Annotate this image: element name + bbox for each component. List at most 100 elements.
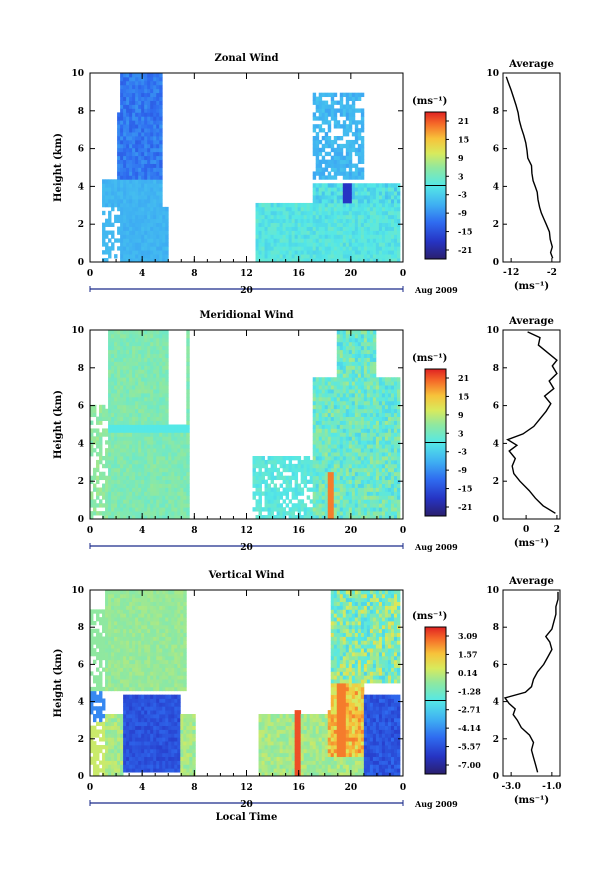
heatmap-cell — [348, 467, 353, 473]
heatmap-cell — [153, 88, 157, 94]
heatmap-cell — [120, 76, 124, 82]
heatmap-cell — [375, 254, 380, 259]
heatmap-cell — [387, 187, 392, 192]
heatmap-cell — [345, 214, 350, 220]
heatmap-cell — [135, 128, 139, 133]
heatmap-cell — [393, 448, 398, 453]
heatmap-cell — [321, 191, 326, 196]
heatmap-cell — [357, 330, 362, 335]
x-tick-label: 4 — [139, 269, 145, 279]
heatmap-cell — [114, 333, 118, 339]
heatmap-cell — [330, 503, 335, 508]
heatmap-cell — [345, 475, 350, 481]
heatmap-cell — [351, 365, 356, 370]
heatmap-cell — [396, 428, 401, 433]
heatmap-cell — [123, 424, 127, 429]
heatmap-cell — [162, 373, 166, 378]
heatmap-cell — [288, 475, 293, 481]
heatmap-cell — [354, 487, 359, 492]
heatmap-cell — [132, 206, 136, 212]
heatmap-cell — [327, 187, 332, 192]
heatmap-cell — [138, 132, 142, 137]
heatmap-cell — [162, 503, 166, 508]
heatmap-cell — [324, 175, 329, 180]
heatmap-cell — [318, 424, 323, 429]
heatmap-cell — [384, 467, 389, 473]
heatmap-cell — [324, 463, 329, 469]
heatmap-cell — [363, 463, 368, 469]
heatmap-cell — [96, 432, 100, 437]
heatmap-cell — [279, 242, 284, 247]
heatmap-cell — [135, 353, 139, 358]
heatmap-cell — [255, 456, 259, 461]
heatmap-cell — [135, 361, 139, 366]
heatmap-cell — [393, 444, 398, 449]
heatmap-cell — [333, 258, 338, 263]
heatmap-cell — [354, 151, 359, 157]
heatmap-cell — [186, 330, 190, 335]
heatmap-cell — [330, 246, 335, 251]
heatmap-cell — [150, 143, 154, 149]
heatmap-cell — [348, 250, 353, 255]
heatmap-cell — [354, 440, 359, 445]
heatmap-cell — [273, 487, 277, 492]
heatmap-cell — [348, 353, 353, 358]
heatmap-cell — [357, 385, 362, 390]
heatmap-cell — [123, 361, 127, 366]
heatmap-cell — [300, 507, 305, 512]
heatmap-cell — [354, 436, 359, 441]
heatmap-cell — [345, 365, 350, 370]
heatmap-cell — [339, 191, 344, 196]
heatmap-cell — [117, 381, 121, 386]
heatmap-cell — [123, 393, 127, 398]
heatmap-cell — [336, 333, 341, 339]
heatmap-cell — [129, 341, 133, 347]
heatmap-cell — [363, 206, 368, 212]
heatmap-cell — [126, 424, 130, 429]
heatmap-cell — [99, 444, 103, 449]
heatmap-cell — [117, 436, 121, 441]
heatmap-cell — [318, 448, 323, 453]
heatmap-cell — [102, 202, 106, 208]
heatmap-cell — [318, 412, 323, 418]
heatmap-cell — [96, 675, 100, 680]
heatmap-cell — [138, 155, 142, 161]
heatmap-cell — [126, 92, 130, 98]
heatmap-cell — [366, 365, 371, 370]
heatmap-cell — [330, 400, 335, 406]
heatmap-cell — [360, 389, 365, 394]
heatmap-cell — [147, 254, 151, 259]
heatmap-cell — [276, 491, 281, 496]
heatmap-cell — [108, 448, 112, 453]
y-tick-label: 6 — [78, 145, 84, 155]
heatmap-cell — [345, 436, 350, 441]
heatmap-cell — [183, 491, 187, 496]
heatmap-cell — [345, 377, 350, 382]
heatmap-cell — [108, 187, 112, 192]
heatmap-cell — [114, 503, 118, 508]
heatmap-cell — [99, 717, 103, 723]
heatmap-cell — [129, 381, 133, 386]
heatmap-cell — [126, 136, 130, 141]
heatmap-cell — [387, 432, 392, 437]
heatmap-cell — [351, 369, 356, 374]
heatmap-cell — [129, 389, 133, 394]
heatmap-cell — [372, 183, 377, 188]
heatmap-cell — [126, 357, 130, 362]
heatmap-cell — [315, 381, 320, 386]
heatmap-cell — [339, 511, 344, 516]
heatmap-cell — [120, 199, 124, 204]
heatmap-cell — [135, 369, 139, 374]
heatmap-cell — [393, 238, 398, 243]
heatmap-cell — [384, 487, 389, 492]
heatmap-cell — [351, 258, 356, 263]
heatmap-cell — [138, 187, 142, 192]
heatmap-cell — [378, 377, 383, 382]
heatmap-cell — [147, 353, 151, 358]
heatmap-cell — [168, 456, 172, 461]
heatmap-cell — [279, 258, 284, 263]
heatmap-cell — [123, 400, 127, 406]
heatmap-cell — [360, 365, 365, 370]
heatmap-cell — [315, 448, 320, 453]
heatmap-cell — [360, 136, 365, 141]
